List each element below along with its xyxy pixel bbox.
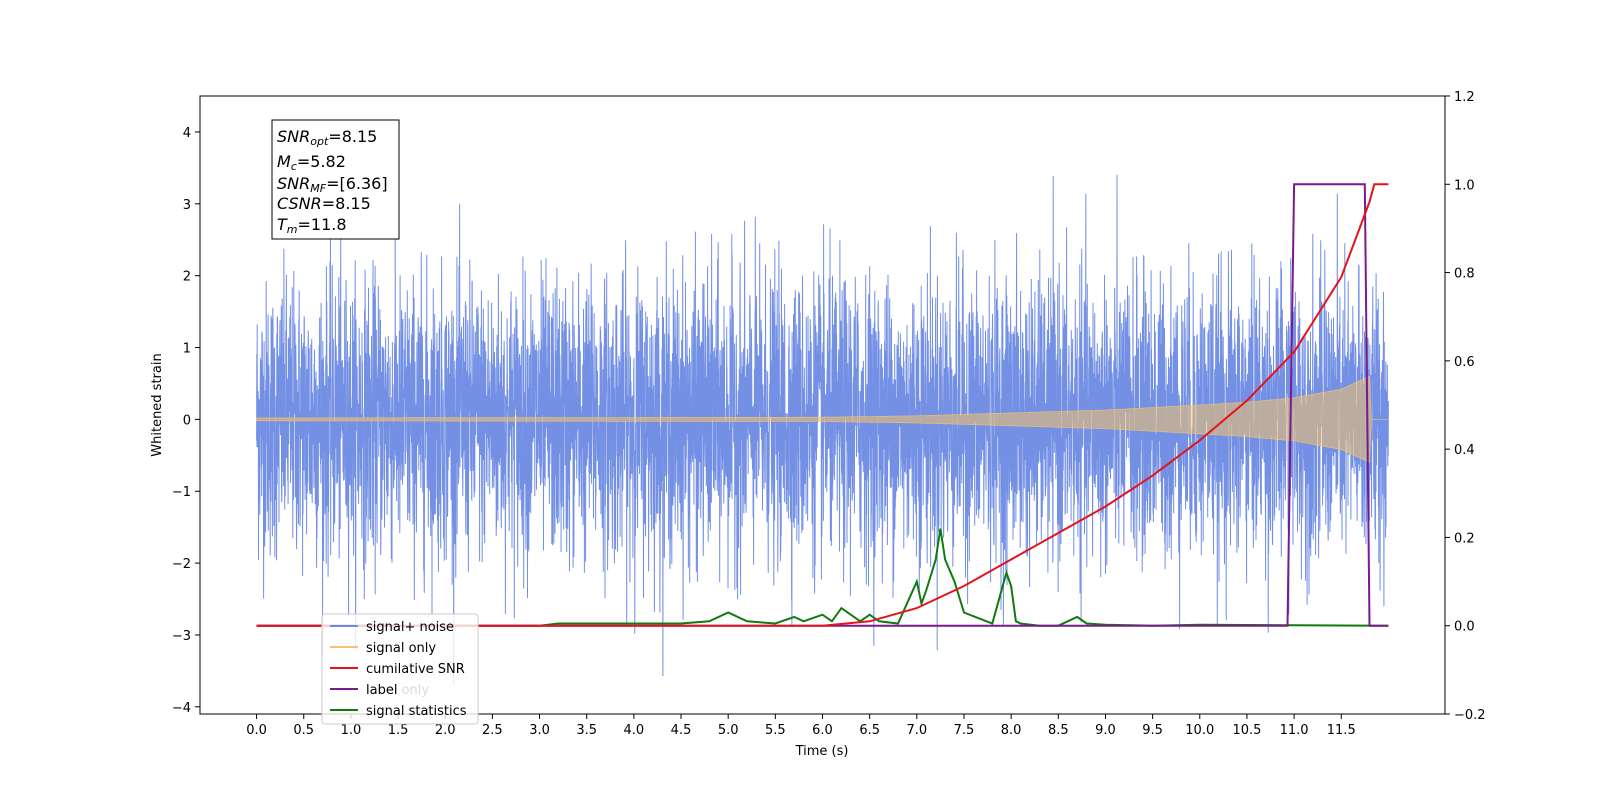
- y2-tick-label: 1.0: [1454, 178, 1475, 193]
- y-tick-label: −3: [172, 629, 191, 644]
- legend-label-label: label: [366, 683, 397, 698]
- y-tick-label: −2: [172, 557, 191, 572]
- x-tick-label: 5.5: [765, 723, 786, 738]
- info-mc: Mc=5.82: [277, 152, 346, 173]
- x-tick-label: 2.0: [435, 723, 456, 738]
- legend-label-cumulative-snr: cumilative SNR: [366, 662, 465, 677]
- x-tick-label: 3.0: [529, 723, 550, 738]
- y2-tick-label: 0.2: [1454, 531, 1475, 546]
- x-tick-label: 10.5: [1232, 723, 1261, 738]
- x-tick-label: 6.5: [859, 723, 880, 738]
- legend-label-signal-noise: signal+ noise: [366, 620, 454, 635]
- x-tick-label: 4.5: [671, 723, 692, 738]
- x-tick-label: 11.5: [1327, 723, 1356, 738]
- y-tick-label: 2: [183, 270, 191, 285]
- y2-tick-label: 0.8: [1454, 267, 1475, 282]
- y-tick-label: −1: [172, 485, 191, 500]
- x-tick-label: 1.0: [341, 723, 362, 738]
- x-tick-label: 6.0: [812, 723, 833, 738]
- legend-label-signal-statistics: signal statistics: [366, 704, 467, 719]
- y2-tick-label: 0.0: [1454, 620, 1475, 635]
- x-tick-label: 4.0: [624, 723, 645, 738]
- x-tick-label: 3.5: [576, 723, 597, 738]
- x-axis-label: Time (s): [795, 744, 849, 759]
- series-label: [256, 183, 1389, 627]
- series-signal-noise: [256, 174, 1389, 686]
- info-snr-mf: SNRMF=[6.36]: [277, 174, 388, 195]
- y2-tick-label: 0.4: [1454, 443, 1475, 458]
- x-tick-label: 9.5: [1142, 723, 1163, 738]
- y2-tick-label: 1.2: [1454, 90, 1475, 105]
- x-tick-label: 2.5: [482, 723, 503, 738]
- x-axis: 0.0 0.5 1.0 1.5 2.0 2.5 3.0 3.5 4.0 4.5 5.0 5.5 6.0 6…: [246, 714, 1356, 738]
- y-axis-label: Whitened strain: [150, 353, 165, 456]
- y-axis-left: 4 3 2 1 0 −1 −2 −3 −4: [172, 126, 200, 716]
- y-axis-right: 1.2 1.0 0.8 0.6 0.4 0.2 0.0 −0.2: [1445, 90, 1486, 723]
- x-tick-label: 1.5: [388, 723, 409, 738]
- x-tick-label: 10.0: [1185, 723, 1214, 738]
- y2-tick-label: −0.2: [1454, 708, 1486, 723]
- info-csnr: CSNR=8.15: [277, 194, 371, 213]
- x-tick-label: 7.0: [906, 723, 927, 738]
- x-tick-label: 8.5: [1048, 723, 1069, 738]
- series-cumulative-snr: [256, 183, 1389, 627]
- x-tick-label: 8.0: [1001, 723, 1022, 738]
- info-snr-opt: SNRopt=8.15: [277, 127, 377, 148]
- y-tick-label: 0: [183, 413, 191, 428]
- info-tm: Tm=11.8: [277, 215, 347, 236]
- x-tick-label: 7.5: [954, 723, 975, 738]
- y-tick-label: 4: [183, 126, 191, 141]
- legend: signal+ noise signal only cumilative SNR…: [321, 613, 479, 725]
- info-box: SNRopt=8.15 Mc=5.82 SNRMF=[6.36] CSNR=8.…: [271, 119, 400, 240]
- x-tick-label: 0.5: [293, 723, 314, 738]
- y-tick-label: 1: [183, 342, 191, 357]
- x-tick-label: 0.0: [246, 723, 267, 738]
- series-signal-only: [256, 375, 1389, 463]
- legend-label-label-only: label only: [366, 683, 429, 698]
- x-tick-label: 11.0: [1280, 723, 1309, 738]
- legend-label-signal-only: signal only: [366, 641, 436, 656]
- x-tick-label: 9.0: [1095, 723, 1116, 738]
- y2-tick-label: 0.6: [1454, 355, 1475, 370]
- y-tick-label: 3: [183, 198, 191, 213]
- y-tick-label: −4: [172, 701, 191, 716]
- x-tick-label: 5.0: [718, 723, 739, 738]
